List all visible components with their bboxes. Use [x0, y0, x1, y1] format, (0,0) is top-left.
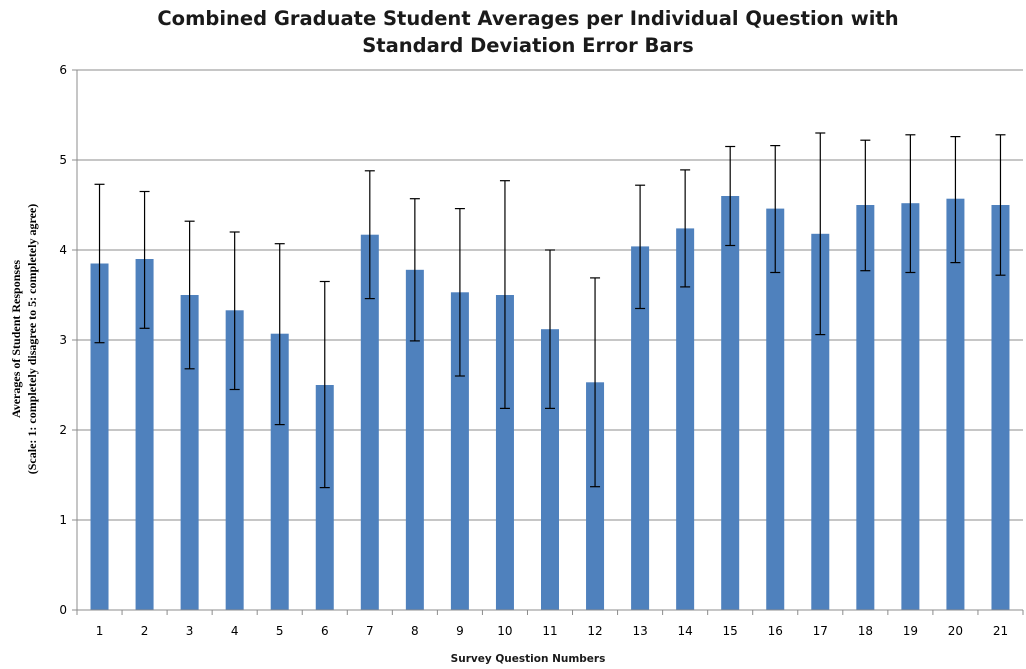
bar	[135, 259, 154, 610]
bar	[541, 329, 559, 610]
bar	[180, 295, 199, 610]
y-tick-label: 3	[59, 333, 67, 347]
error-bar	[229, 231, 240, 391]
bar	[946, 198, 965, 610]
y-tick-label: 1	[59, 513, 67, 527]
error-bar	[680, 169, 691, 288]
error-bar	[770, 145, 781, 274]
x-tick-label: 19	[903, 624, 918, 638]
x-tick-label: 9	[456, 624, 464, 638]
error-bar	[274, 243, 285, 426]
x-tick-label: 1	[96, 624, 104, 638]
bar	[856, 205, 875, 610]
x-tick-label: 16	[768, 624, 783, 638]
error-bar	[815, 132, 826, 336]
error-bar	[995, 134, 1006, 276]
x-tick-label: 7	[366, 624, 374, 638]
bar	[721, 196, 740, 610]
x-tick-label: 8	[411, 624, 419, 638]
chart-title-line-2: Standard Deviation Error Bars	[362, 34, 694, 57]
bar	[901, 203, 920, 610]
y-axis-ticks: 0 1 2 3 4 5 6	[59, 63, 77, 617]
error-bar	[635, 184, 646, 310]
y-axis-label-line-2: (Scale: 1: completely disagree to 5: com…	[25, 204, 39, 474]
error-bar	[545, 249, 555, 409]
x-tick-label: 4	[231, 624, 239, 638]
error-bar	[319, 280, 330, 489]
bar	[360, 234, 379, 610]
bar	[90, 263, 109, 610]
bar	[631, 246, 650, 610]
x-tick-label: 18	[858, 624, 873, 638]
bars	[90, 196, 1010, 611]
x-tick-label: 2	[141, 624, 149, 638]
chart-title: Combined Graduate Student Averages per I…	[157, 7, 898, 57]
error-bar	[499, 180, 510, 409]
bar	[586, 382, 605, 610]
bar	[270, 333, 289, 610]
y-tick-label: 6	[59, 63, 67, 77]
x-tick-label: 21	[993, 624, 1008, 638]
x-axis-label: Survey Question Numbers	[451, 653, 606, 665]
error-bar	[860, 139, 871, 272]
bar	[991, 205, 1010, 610]
error-bar	[950, 136, 961, 264]
x-tick-label: 13	[632, 624, 647, 638]
x-tick-label: 12	[587, 624, 602, 638]
bar	[766, 208, 785, 610]
bar	[450, 292, 469, 610]
y-axis-label-line-1: Averages of Student Responses	[9, 260, 23, 418]
bar	[676, 228, 695, 610]
chart-title-line-1: Combined Graduate Student Averages per I…	[157, 7, 898, 30]
error-bars	[94, 132, 1006, 489]
error-bar	[905, 134, 916, 274]
y-tick-label: 0	[59, 603, 67, 617]
error-bar	[454, 208, 465, 377]
error-bar	[364, 170, 375, 300]
bar	[405, 269, 424, 610]
error-bar	[725, 145, 736, 247]
bar	[495, 295, 514, 610]
y-tick-label: 4	[59, 243, 67, 257]
x-tick-label: 15	[723, 624, 738, 638]
y-axis-label: Averages of Student Responses (Scale: 1:…	[9, 204, 39, 474]
x-tick-label: 14	[678, 624, 693, 638]
y-tick-label: 2	[59, 423, 67, 437]
bar	[315, 385, 334, 610]
x-tick-label: 5	[276, 624, 284, 638]
bar	[225, 310, 244, 610]
error-bar	[139, 190, 150, 329]
bar	[811, 233, 830, 611]
y-tick-label: 5	[59, 153, 67, 167]
x-tick-label: 11	[542, 624, 557, 638]
x-tick-label: 10	[497, 624, 512, 638]
axes	[76, 70, 1023, 611]
x-tick-label: 3	[186, 624, 194, 638]
x-axis-ticks: 1 2 3 4 5 6 7 8 9 10 11 12 13 14 15 16 17 18 19 20 21	[76, 610, 1024, 638]
error-bar	[590, 277, 601, 488]
x-tick-label: 6	[321, 624, 329, 638]
error-bar	[94, 183, 105, 344]
x-tick-label: 20	[948, 624, 963, 638]
error-bar	[409, 198, 420, 342]
error-bar	[184, 220, 195, 370]
x-tick-label: 17	[813, 624, 828, 638]
